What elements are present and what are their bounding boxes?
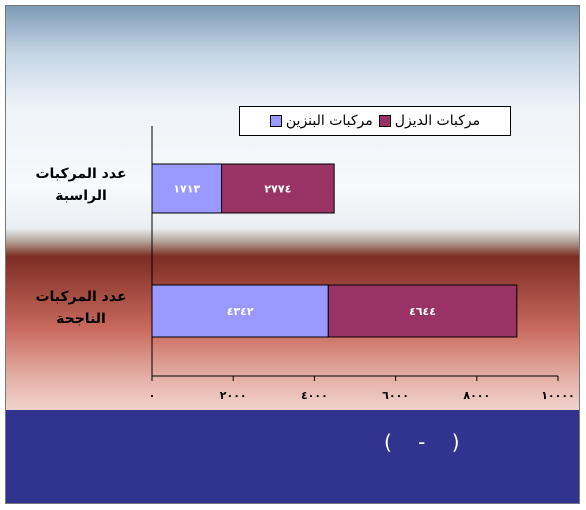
legend-swatch-petrol: [269, 115, 282, 127]
bar-segment-1-1: [221, 163, 335, 214]
category-label-passed: عدد المركبات الناجحة: [35, 289, 127, 327]
stacked-bar-chart: ٤٣٤٢ ٤٦٤٤ ١٧١٣ ٢٧٧٤ ٠ ٢٠٠٠ ٤٠٠٠ ٦٠٠٠ ٨٠٠٠ ١٠٠٠٠: [149, 126, 575, 402]
bar-value-label-1-1: ٢٧٧٤: [264, 183, 291, 196]
legend: مركبات الديزل مركبات البنزين: [239, 106, 511, 136]
bars-group: ٤٣٤٢ ٤٦٤٤ ١٧١٣ ٢٧٧٤: [151, 163, 518, 338]
x-tick-label: ٤٠٠٠: [301, 389, 328, 402]
legend-label-petrol: مركبات البنزين: [285, 113, 373, 129]
x-tick-label: ٦٠٠٠: [382, 389, 409, 402]
slide-frame: ٤٣٤٢ ٤٦٤٤ ١٧١٣ ٢٧٧٤ ٠ ٢٠٠٠ ٤٠٠٠ ٦٠٠٠ ٨٠٠٠ ١٠٠٠٠ …: [5, 5, 580, 504]
bar-value-label-0-0: ٤٣٤٢: [227, 305, 254, 318]
bar-value-label-0-1: ١٧١٣: [173, 183, 200, 196]
x-tick-label: ١٠٠٠٠: [541, 389, 575, 402]
footer-text: ( - ): [384, 430, 470, 454]
x-tick-label: ٠: [149, 389, 156, 402]
bar-segment-0-1: [151, 163, 223, 214]
legend-swatch-diesel: [378, 115, 391, 127]
legend-label-diesel: مركبات الديزل: [394, 113, 481, 129]
category-label-failed: عدد المركبات الراسبة: [35, 166, 127, 204]
bar-segment-1-0: [327, 284, 518, 338]
legend-item-petrol: مركبات البنزين: [269, 113, 373, 129]
x-ticks-group: ٠ ٢٠٠٠ ٤٠٠٠ ٦٠٠٠ ٨٠٠٠ ١٠٠٠٠: [149, 376, 575, 402]
footer-bar: ( - ): [6, 410, 579, 503]
legend-item-diesel: مركبات الديزل: [378, 113, 481, 129]
bar-segment-0-0: [151, 284, 329, 338]
x-tick-label: ٢٠٠٠: [220, 389, 247, 402]
bar-value-label-1-0: ٤٦٤٤: [409, 305, 436, 318]
x-tick-label: ٨٠٠٠: [463, 389, 490, 402]
